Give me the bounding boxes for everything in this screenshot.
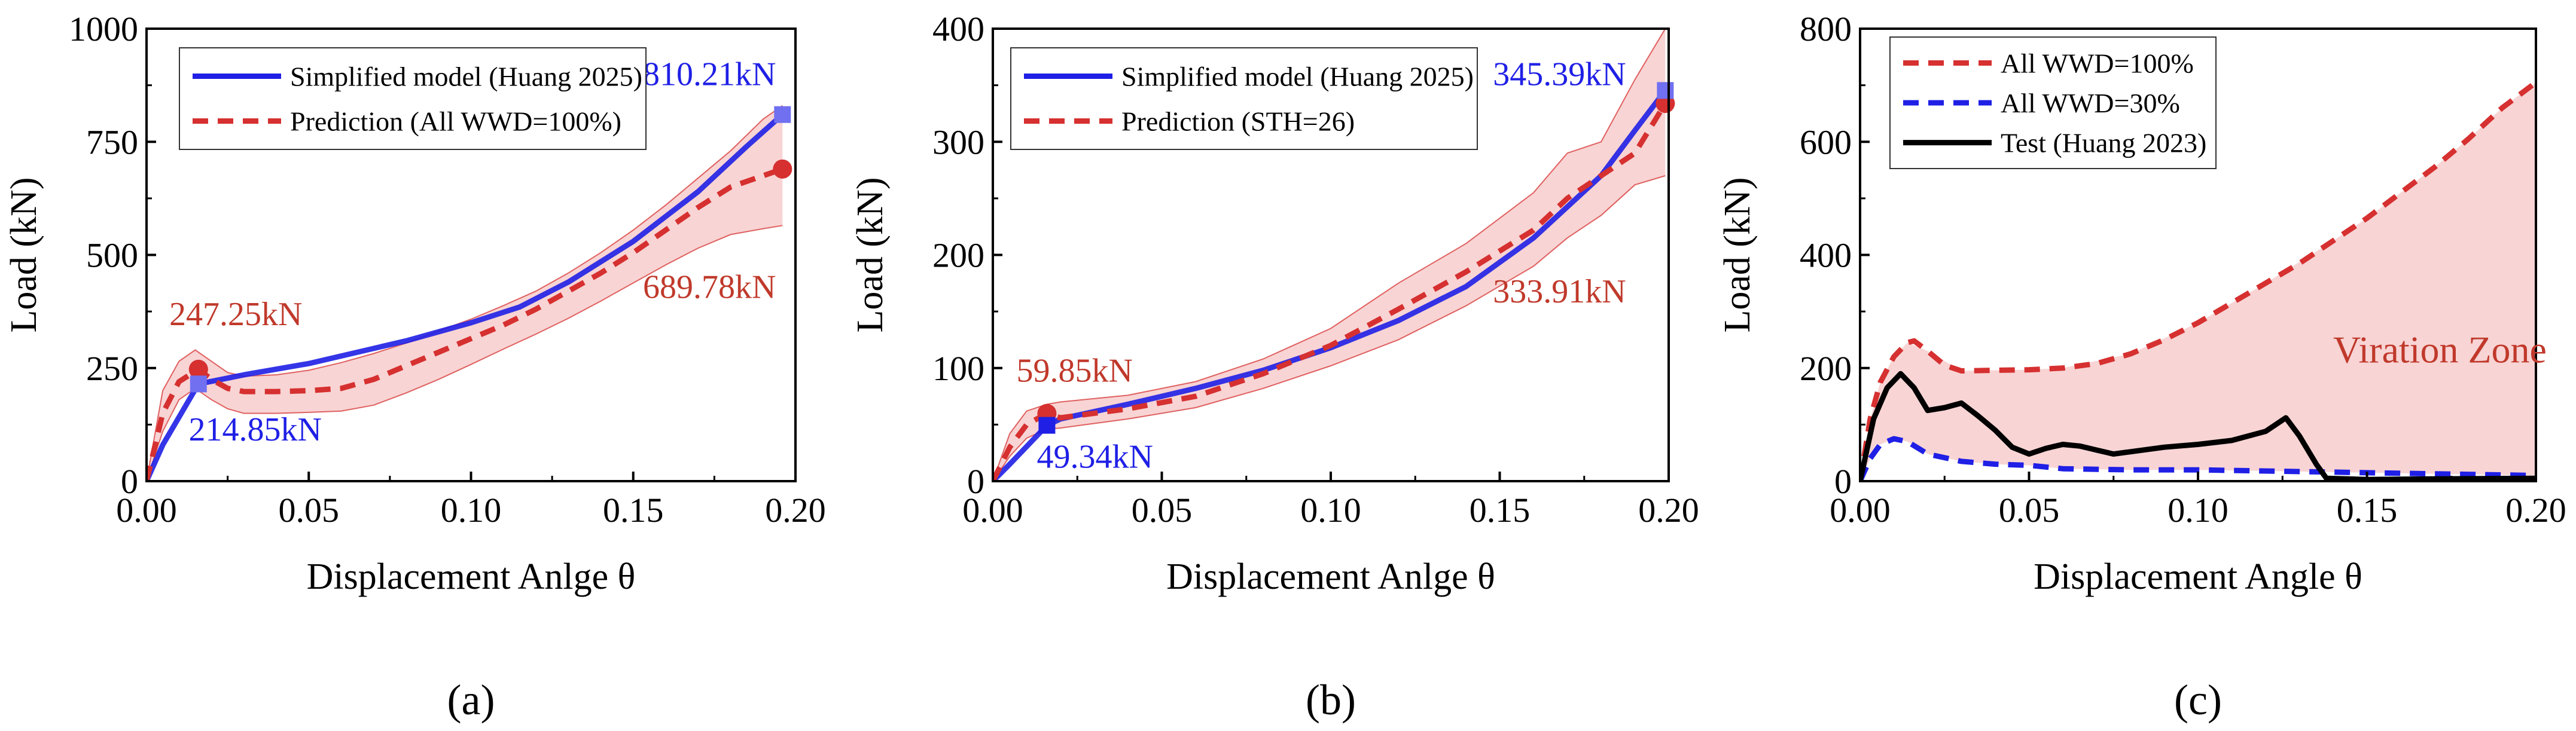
y-axis-label: Load (kN) xyxy=(4,178,44,333)
x-tick-label: 0.10 xyxy=(441,491,502,530)
series-line-2 xyxy=(993,102,1668,481)
x-tick-label: 0.05 xyxy=(1999,491,2060,530)
series-line-1 xyxy=(1860,80,2536,481)
y-tick-label: 750 xyxy=(86,123,138,161)
marker-square-2 xyxy=(190,375,207,393)
x-tick-label: 0.05 xyxy=(1132,491,1193,530)
legend-label-1: Simplified model (Huang 2025) xyxy=(290,62,642,92)
legend: Simplified model (Huang 2025) Prediction … xyxy=(179,47,647,150)
y-tick-label: 200 xyxy=(1800,349,1852,388)
y-tick-label: 1000 xyxy=(69,10,138,48)
series-line-3 xyxy=(1860,371,2536,481)
marker-square-4 xyxy=(1657,82,1674,99)
band-lower-edge xyxy=(147,225,783,481)
x-tick-label: 0.20 xyxy=(1638,491,1699,530)
x-tick-label: 0.00 xyxy=(116,491,177,530)
legend-label-2: Prediction (All WWD=100%) xyxy=(290,106,621,137)
plot-area xyxy=(1860,80,2536,481)
y-tick-label: 400 xyxy=(1800,236,1852,275)
legend-label-3: Test (Huang 2023) xyxy=(2001,128,2206,158)
data-annotation-1: 59.85kN xyxy=(1017,352,1133,389)
series-line-2 xyxy=(147,166,784,481)
y-axis-label: Load (kN) xyxy=(1717,178,1758,333)
marker-circle-1 xyxy=(188,359,208,379)
legend-box xyxy=(179,47,647,150)
variation-band xyxy=(993,29,1666,481)
legend-label-2: All WWD=30% xyxy=(2001,88,2180,118)
data-annotation-3: 810.21kN xyxy=(643,56,776,93)
x-tick-label: 0.15 xyxy=(2337,491,2398,530)
data-annotation-1: Viration Zone xyxy=(2333,328,2547,371)
legend-label-1: Simplified model (Huang 2025) xyxy=(1121,62,1474,92)
marker-square-2 xyxy=(1038,417,1056,434)
legend: Simplified model (Huang 2025) Prediction … xyxy=(1010,47,1478,150)
legend-label-2: Prediction (STH=26) xyxy=(1121,106,1355,137)
marker-circle-3 xyxy=(773,159,792,179)
band-upper-edge xyxy=(993,29,1666,481)
x-tick-label: 0.10 xyxy=(2168,491,2229,530)
data-annotation-2: 49.34kN xyxy=(1037,438,1153,475)
y-tick-label: 0 xyxy=(967,462,984,501)
data-annotation-4: 333.91kN xyxy=(1493,273,1626,310)
series-line-2 xyxy=(1860,436,2536,481)
data-annotation-3: 345.39kN xyxy=(1493,56,1626,93)
y-tick-label: 800 xyxy=(1800,10,1852,48)
legend-box xyxy=(1889,36,2217,169)
variation-band xyxy=(1860,82,2536,481)
panel-label: (a) xyxy=(447,676,495,724)
y-tick-label: 0 xyxy=(1834,462,1852,501)
y-tick-label: 250 xyxy=(86,349,138,388)
x-axis-label: Displacement Angle θ xyxy=(2034,556,2362,597)
panel-c: 0.00 0.05 0.10 0.15 0.20 0 200 400 600 800 Displac… xyxy=(1717,10,2566,724)
panel-label: (b) xyxy=(1306,676,1356,724)
x-tick-label: 0.10 xyxy=(1300,491,1361,530)
y-tick-label: 300 xyxy=(932,123,984,161)
legend-label-1: All WWD=100% xyxy=(2001,48,2194,78)
x-tick-label: 0.05 xyxy=(279,491,340,530)
x-tick-label: 0.20 xyxy=(765,491,826,530)
variation-band xyxy=(147,105,783,481)
y-tick-label: 200 xyxy=(932,236,984,275)
marker-square-4 xyxy=(774,106,791,123)
legend: All WWD=100% All WWD=30% Test (Huang 2023) xyxy=(1889,36,2217,169)
x-tick-label: 0.00 xyxy=(962,491,1023,530)
y-tick-label: 0 xyxy=(121,462,138,501)
data-annotation-2: 214.85kN xyxy=(189,411,322,448)
x-tick-label: 0.00 xyxy=(1830,491,1891,530)
x-tick-label: 0.20 xyxy=(2505,491,2566,530)
x-tick-label: 0.15 xyxy=(603,491,664,530)
y-tick-label: 500 xyxy=(86,236,138,275)
x-tick-label: 0.15 xyxy=(1470,491,1531,530)
panel-b: 0.00 0.05 0.10 0.15 0.20 0 100 200 300 400 Displac… xyxy=(850,10,1699,724)
panel-label: (c) xyxy=(2174,676,2222,724)
y-tick-label: 600 xyxy=(1800,123,1852,161)
data-annotation-1: 247.25kN xyxy=(169,296,302,333)
y-axis-label: Load (kN) xyxy=(850,178,891,333)
x-axis-label: Displacement Anlge θ xyxy=(307,556,636,597)
legend-box xyxy=(1010,47,1478,150)
data-annotation-4: 689.78kN xyxy=(643,268,776,305)
panel-a: 0.00 0.05 0.10 0.15 0.20 0 250 500 750 1000 Displa… xyxy=(4,10,826,724)
y-tick-label: 100 xyxy=(932,349,984,388)
x-axis-label: Displacement Anlge θ xyxy=(1166,556,1495,597)
y-tick-label: 400 xyxy=(932,10,984,48)
